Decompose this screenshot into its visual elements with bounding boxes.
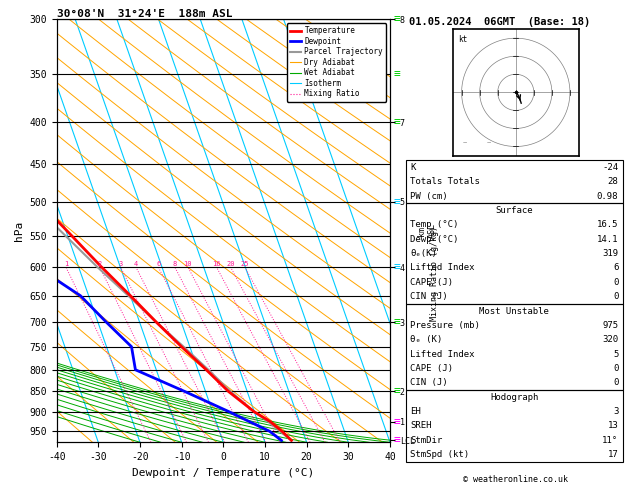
- Text: PW (cm): PW (cm): [410, 192, 448, 201]
- Text: Lifted Index: Lifted Index: [410, 349, 474, 359]
- Text: ≡: ≡: [393, 69, 400, 80]
- Text: 5: 5: [613, 349, 618, 359]
- Text: 0: 0: [613, 292, 618, 301]
- Text: Pressure (mb): Pressure (mb): [410, 321, 480, 330]
- Bar: [406, 304, 623, 390]
- Text: © weatheronline.co.uk: © weatheronline.co.uk: [464, 474, 568, 484]
- Text: 11°: 11°: [602, 435, 618, 445]
- Text: -24: -24: [602, 163, 618, 172]
- Text: 30°08'N  31°24'E  188m ASL: 30°08'N 31°24'E 188m ASL: [57, 9, 232, 18]
- Text: CIN (J): CIN (J): [410, 292, 448, 301]
- Text: 3: 3: [118, 261, 123, 267]
- Text: 2: 2: [97, 261, 102, 267]
- Text: 01.05.2024  06GMT  (Base: 18): 01.05.2024 06GMT (Base: 18): [409, 17, 590, 27]
- Text: 28: 28: [608, 177, 618, 187]
- Text: Hodograph: Hodograph: [490, 393, 538, 401]
- X-axis label: Dewpoint / Temperature (°C): Dewpoint / Temperature (°C): [132, 468, 314, 478]
- Text: CIN (J): CIN (J): [410, 378, 448, 387]
- Legend: Temperature, Dewpoint, Parcel Trajectory, Dry Adiabat, Wet Adiabat, Isotherm, Mi: Temperature, Dewpoint, Parcel Trajectory…: [287, 23, 386, 102]
- Text: 0: 0: [613, 278, 618, 287]
- Text: ≡: ≡: [393, 317, 400, 327]
- Text: 10: 10: [184, 261, 192, 267]
- Text: 14.1: 14.1: [597, 235, 618, 244]
- Text: 975: 975: [602, 321, 618, 330]
- Text: 16: 16: [212, 261, 221, 267]
- Text: 13: 13: [608, 421, 618, 430]
- Text: ≡: ≡: [393, 435, 400, 446]
- Text: 0: 0: [613, 378, 618, 387]
- Text: Surface: Surface: [496, 206, 533, 215]
- Text: ~: ~: [463, 140, 467, 146]
- Text: 17: 17: [608, 450, 618, 459]
- Text: Lifted Index: Lifted Index: [410, 263, 474, 273]
- Text: StmDir: StmDir: [410, 435, 442, 445]
- Text: StmSpd (kt): StmSpd (kt): [410, 450, 469, 459]
- Text: SREH: SREH: [410, 421, 431, 430]
- Text: 6: 6: [156, 261, 160, 267]
- Text: ≡: ≡: [393, 15, 400, 24]
- Y-axis label: km
ASL: km ASL: [418, 224, 437, 238]
- Text: ≡: ≡: [393, 262, 400, 272]
- Text: CAPE (J): CAPE (J): [410, 364, 453, 373]
- Text: Dewp (°C): Dewp (°C): [410, 235, 459, 244]
- Text: 4: 4: [134, 261, 138, 267]
- Y-axis label: hPa: hPa: [14, 221, 24, 241]
- Text: 319: 319: [602, 249, 618, 258]
- Text: EH: EH: [410, 407, 421, 416]
- Text: 6: 6: [613, 263, 618, 273]
- Text: 320: 320: [602, 335, 618, 344]
- Text: Mixing Ratio (g/kg): Mixing Ratio (g/kg): [430, 226, 439, 321]
- Text: ≡: ≡: [393, 417, 400, 427]
- Text: 8: 8: [172, 261, 177, 267]
- Text: ≡: ≡: [393, 386, 400, 397]
- Bar: [406, 390, 623, 462]
- Text: θₑ(K): θₑ(K): [410, 249, 437, 258]
- Text: 0: 0: [613, 364, 618, 373]
- Text: kt: kt: [458, 35, 467, 44]
- Bar: [406, 204, 623, 304]
- Text: ≡: ≡: [393, 117, 400, 127]
- Text: ~: ~: [487, 140, 491, 146]
- Text: 16.5: 16.5: [597, 221, 618, 229]
- Text: θₑ (K): θₑ (K): [410, 335, 442, 344]
- Text: ≡: ≡: [393, 197, 400, 207]
- Text: K: K: [410, 163, 415, 172]
- Text: 0.98: 0.98: [597, 192, 618, 201]
- Text: Totals Totals: Totals Totals: [410, 177, 480, 187]
- Text: CAPE (J): CAPE (J): [410, 278, 453, 287]
- Bar: [406, 160, 623, 204]
- Text: 25: 25: [240, 261, 249, 267]
- Text: 20: 20: [226, 261, 235, 267]
- Text: Temp (°C): Temp (°C): [410, 221, 459, 229]
- Text: 1: 1: [64, 261, 68, 267]
- Text: Most Unstable: Most Unstable: [479, 307, 549, 315]
- Text: 3: 3: [613, 407, 618, 416]
